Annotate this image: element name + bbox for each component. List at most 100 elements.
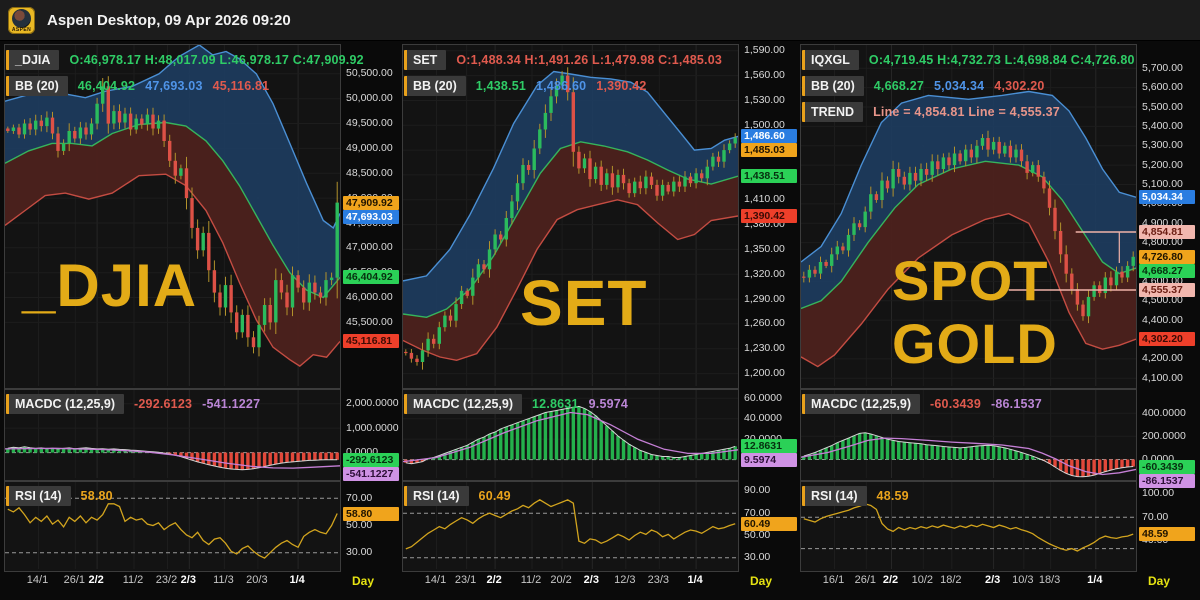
- macd-chart-svg[interactable]: [801, 390, 1136, 478]
- date-label: 1/4: [1087, 574, 1103, 586]
- axis-tick: 50.00: [744, 529, 771, 541]
- bb-chip[interactable]: BB (20): [6, 76, 68, 96]
- date-label: 2/3: [583, 574, 599, 586]
- date-label: 26/1: [854, 574, 877, 586]
- watermark: SET: [520, 267, 648, 339]
- macd-value-1: -541.1227: [202, 397, 261, 411]
- symbol-chip[interactable]: SET: [404, 50, 447, 70]
- macd-value-0: 12.8631: [532, 397, 579, 411]
- axis-tick: 4,100.00: [1142, 371, 1183, 384]
- date-label: 20/3: [246, 574, 268, 586]
- main-chart-box: [402, 44, 739, 389]
- axis-tick: 1,290.00: [744, 292, 785, 305]
- date-label: 18/3: [1038, 574, 1061, 586]
- axis-tick: 400.0000: [1142, 406, 1186, 419]
- macd-value-0: -292.6123: [134, 397, 193, 411]
- axis-tick: 5,700.00: [1142, 61, 1183, 74]
- macd-value-1: 9.5974: [588, 397, 629, 411]
- rsi-chip[interactable]: RSI (14): [404, 486, 469, 506]
- axis-tick: 70.00: [346, 491, 373, 504]
- candlestick-chart-svg[interactable]: [5, 45, 340, 386]
- candlestick-chart-svg[interactable]: [801, 45, 1136, 386]
- aspen-logo-icon: ASPEN: [8, 6, 35, 34]
- bb-chip[interactable]: BB (20): [802, 76, 864, 96]
- date-label: 1/4: [289, 574, 305, 586]
- candlestick-chart-svg[interactable]: [403, 45, 738, 386]
- price-tag: -541.1227: [343, 466, 399, 481]
- ohlc-values: O:1,488.34 H:1,491.26 L:1,479.98 C:1,485…: [456, 53, 723, 67]
- macd-chip[interactable]: MACDC (12,25,9): [6, 394, 125, 414]
- price-tag: 12.8631: [741, 439, 797, 454]
- trend-chip[interactable]: TREND: [802, 102, 864, 122]
- price-tag: 60.49: [741, 516, 797, 531]
- macd-legend-row: MACDC (12,25,9) -292.6123 -541.1227: [6, 394, 260, 414]
- main-chart-box: [800, 44, 1137, 389]
- timeframe-day[interactable]: Day: [1148, 574, 1171, 588]
- bb-chip[interactable]: BB (20): [404, 76, 466, 96]
- axis-tick: 5,400.00: [1142, 119, 1183, 132]
- macd-chart-box: [402, 389, 739, 481]
- rsi-chart-box: [402, 481, 739, 572]
- macd-value-1: -86.1537: [990, 397, 1042, 411]
- axis-tick: 30.00: [744, 551, 771, 564]
- chart-panel-set: 1,590.001,560.001,530.001,500.001,470.00…: [402, 40, 797, 588]
- chart-panel-iqxgl: 5,700.00 5,600.00 5,500.00 5,400.00 5,300.00…: [800, 40, 1195, 588]
- axis-tick: 50,000.00: [346, 92, 393, 105]
- date-label: 2/3: [180, 574, 196, 586]
- main-chart-box: [4, 44, 341, 389]
- macd-legend-row: MACDC (12,25,9) -60.3439 -86.1537: [802, 394, 1042, 414]
- macd-chart-svg[interactable]: [403, 390, 738, 478]
- symbol-chip[interactable]: IQXGL: [802, 50, 859, 70]
- rsi-chip[interactable]: RSI (14): [6, 486, 71, 506]
- macd-chip[interactable]: MACDC (12,25,9): [404, 394, 523, 414]
- axis-tick: 5,200.00: [1142, 158, 1183, 171]
- price-tag: 4,555.37: [1139, 283, 1195, 297]
- axis-tick: 5,100.00: [1142, 178, 1183, 190]
- rsi-legend-row: RSI (14) 60.49: [404, 486, 511, 506]
- macd-chart-svg[interactable]: [5, 390, 340, 478]
- axis-tick: 40.0000: [744, 412, 782, 425]
- aspen-logo-text: ASPEN: [11, 26, 32, 33]
- macd-chip[interactable]: MACDC (12,25,9): [802, 394, 921, 414]
- rsi-legend-row: RSI (14) 58.80: [6, 486, 113, 506]
- trend-values: Line = 4,854.81 Line = 4,555.37: [873, 105, 1060, 119]
- axis-tick: 30.00: [346, 546, 373, 559]
- axis-tick: 1,350.00: [744, 242, 785, 255]
- bb-legend-row: BB (20) 46,404.92 47,693.03 45,116.81: [6, 76, 269, 96]
- axis-tick: 90.00: [744, 484, 771, 497]
- symbol-legend-row: SET O:1,488.34 H:1,491.26 L:1,479.98 C:1,…: [404, 50, 722, 70]
- ohlc-values: O:46,978.17 H:48,017.09 L:46,978.17 C:47…: [69, 53, 364, 67]
- axis-tick: 4,400.00: [1142, 313, 1183, 326]
- axis-tick: 50,500.00: [346, 67, 393, 80]
- date-label: 14/1: [26, 574, 49, 586]
- axis-tick: 1,260.00: [744, 317, 785, 330]
- rsi-chart-svg[interactable]: [5, 482, 340, 569]
- axis-tick: 1,320.00: [744, 267, 785, 280]
- timeframe-day[interactable]: Day: [352, 574, 375, 588]
- price-tag: 1,486.60: [741, 129, 797, 144]
- date-label: 11/3: [213, 574, 234, 586]
- rsi-chip[interactable]: RSI (14): [802, 486, 867, 506]
- chart-panel-djia: 50,500.00 50,000.00 49,500.00 49,000.00 48,5…: [4, 40, 399, 588]
- axis-tick: 70.00: [744, 506, 771, 519]
- price-tag: -60.3439: [1139, 459, 1195, 474]
- axis-tick: 45,500.00: [346, 315, 393, 328]
- date-label: 26/1: [63, 574, 86, 586]
- axis-tick: 1,500.00: [744, 118, 785, 131]
- bb-legend-row: BB (20) 1,438.51 1,486.60 1,390.42: [404, 76, 647, 96]
- symbol-chip[interactable]: _DJIA: [6, 50, 60, 70]
- date-label: 11/2: [122, 574, 144, 586]
- axis-tick: 1,590.00: [744, 44, 785, 57]
- timeframe-day[interactable]: Day: [750, 574, 773, 588]
- date-label: 23/1: [454, 574, 477, 586]
- ohlc-values: O:4,719.45 H:4,732.73 L:4,698.84 C:4,726…: [868, 53, 1135, 67]
- bb-value-0: 1,438.51: [475, 79, 527, 93]
- date-label: 2/2: [88, 574, 104, 586]
- rsi-chart-svg[interactable]: [801, 482, 1136, 569]
- axis-tick: 4,200.00: [1142, 352, 1183, 365]
- rsi-value: 48.59: [876, 489, 909, 503]
- price-tag: -292.6123: [343, 452, 399, 467]
- date-label: 14/1: [424, 574, 447, 586]
- bb-value-2: 4,302.20: [994, 79, 1045, 93]
- axis-tick: 100.00: [1142, 487, 1175, 500]
